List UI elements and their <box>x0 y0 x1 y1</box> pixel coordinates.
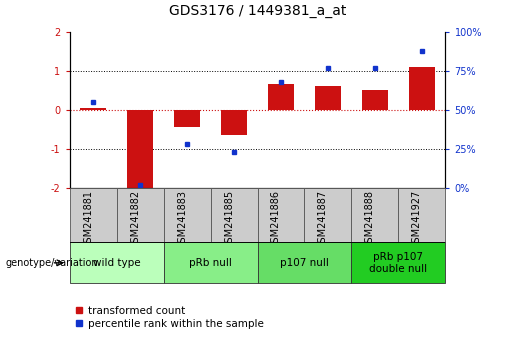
Bar <box>258 188 304 242</box>
Text: p107 null: p107 null <box>280 258 329 268</box>
Bar <box>352 242 445 283</box>
Bar <box>70 242 164 283</box>
Bar <box>268 85 294 110</box>
Text: GSM241927: GSM241927 <box>412 190 422 249</box>
Legend: transformed count, percentile rank within the sample: transformed count, percentile rank withi… <box>75 306 264 329</box>
Bar <box>164 242 258 283</box>
Bar <box>127 110 153 188</box>
Text: GSM241888: GSM241888 <box>365 190 375 249</box>
Bar <box>174 110 200 127</box>
Text: GSM241886: GSM241886 <box>271 190 281 249</box>
Text: pRb null: pRb null <box>189 258 232 268</box>
Text: pRb p107
double null: pRb p107 double null <box>369 252 427 274</box>
Text: GSM241887: GSM241887 <box>318 190 328 249</box>
Bar <box>211 188 258 242</box>
Text: GDS3176 / 1449381_a_at: GDS3176 / 1449381_a_at <box>169 4 346 18</box>
Bar <box>399 188 445 242</box>
Text: genotype/variation: genotype/variation <box>5 258 98 268</box>
Bar <box>80 108 106 110</box>
Text: GSM241882: GSM241882 <box>130 190 140 249</box>
Text: GSM241883: GSM241883 <box>177 190 187 249</box>
Bar <box>116 188 164 242</box>
Bar <box>352 188 399 242</box>
Bar <box>362 90 388 110</box>
Bar <box>315 86 341 110</box>
Text: GSM241885: GSM241885 <box>224 190 234 249</box>
Bar <box>221 110 247 135</box>
Text: wild type: wild type <box>93 258 140 268</box>
Bar <box>304 188 352 242</box>
Bar <box>164 188 211 242</box>
Bar <box>70 188 116 242</box>
Text: GSM241881: GSM241881 <box>83 190 93 249</box>
Bar <box>409 67 435 110</box>
Bar <box>258 242 352 283</box>
